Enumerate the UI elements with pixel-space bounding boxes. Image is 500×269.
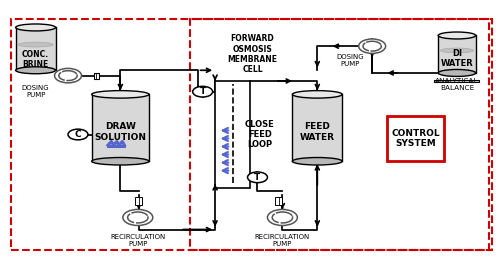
Text: DI
WATER: DI WATER — [440, 48, 474, 68]
Circle shape — [68, 129, 88, 140]
Bar — [94, 73, 99, 79]
Bar — [434, 80, 480, 82]
Text: ANALYTICAL
BALANCE: ANALYTICAL BALANCE — [435, 79, 478, 91]
Ellipse shape — [440, 48, 474, 53]
Text: FORWARD
OSMOSIS
MEMBRANE
CELL: FORWARD OSMOSIS MEMBRANE CELL — [228, 34, 278, 74]
Text: DOSING
PUMP: DOSING PUMP — [22, 85, 50, 98]
Circle shape — [123, 210, 153, 225]
Bar — [276, 197, 282, 205]
Ellipse shape — [16, 67, 56, 74]
Bar — [387, 116, 444, 161]
Ellipse shape — [92, 158, 149, 165]
Text: T: T — [200, 87, 206, 96]
Ellipse shape — [292, 158, 342, 165]
Bar — [136, 197, 142, 205]
Bar — [292, 94, 342, 161]
Text: CONC.
BRINE: CONC. BRINE — [22, 50, 49, 69]
Text: FEED
WATER: FEED WATER — [300, 122, 335, 141]
Ellipse shape — [18, 42, 53, 47]
Ellipse shape — [92, 91, 149, 98]
Text: RECIRCULATION
PUMP: RECIRCULATION PUMP — [255, 234, 310, 247]
Ellipse shape — [438, 32, 476, 39]
Circle shape — [192, 86, 212, 97]
Circle shape — [54, 68, 82, 83]
Circle shape — [268, 210, 298, 225]
Ellipse shape — [292, 91, 342, 98]
Text: DRAW
SOLUTION: DRAW SOLUTION — [94, 122, 146, 141]
Ellipse shape — [438, 69, 476, 76]
Circle shape — [248, 172, 268, 183]
Circle shape — [358, 39, 386, 54]
Bar — [92, 94, 149, 161]
Bar — [438, 36, 476, 73]
Ellipse shape — [16, 24, 56, 31]
Bar — [190, 19, 490, 250]
Text: RECIRCULATION
PUMP: RECIRCULATION PUMP — [110, 234, 166, 247]
Text: C: C — [74, 130, 82, 139]
Text: DOSING
PUMP: DOSING PUMP — [336, 54, 363, 68]
Text: T: T — [254, 173, 260, 182]
Bar — [10, 19, 492, 250]
Text: CLOSE
FEED
LOOP: CLOSE FEED LOOP — [245, 120, 275, 149]
Bar — [215, 81, 250, 188]
Text: CONTROL
SYSTEM: CONTROL SYSTEM — [392, 129, 440, 148]
Bar — [16, 27, 56, 70]
